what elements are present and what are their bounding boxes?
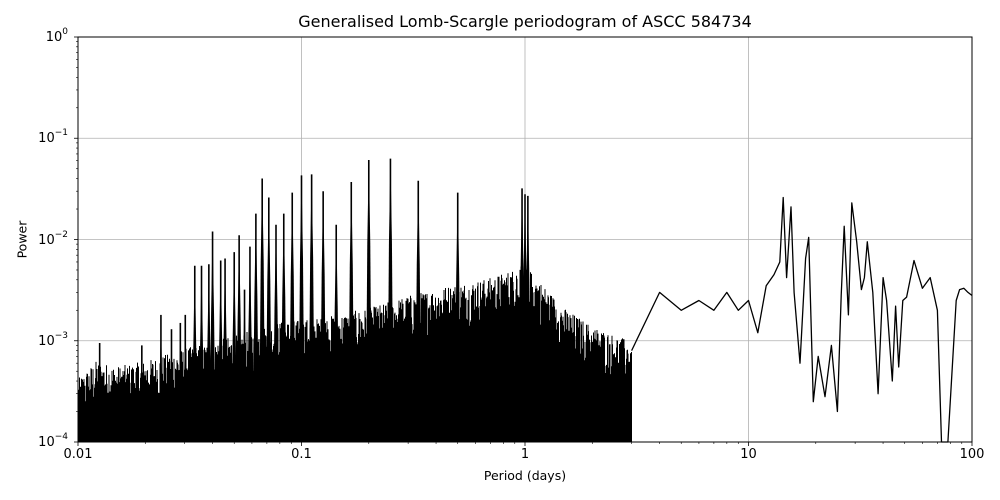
x-axis-label: Period (days)	[483, 468, 567, 483]
axes-frame	[77, 36, 973, 443]
x-tick-label: 0.01	[63, 447, 93, 462]
x-tick-label: 0.1	[291, 447, 312, 462]
x-tick-label: 10	[740, 447, 757, 462]
y-axis-label: Power	[14, 220, 30, 259]
x-tick-label: 100	[959, 447, 985, 462]
y-tick-label: 10−3	[38, 330, 68, 350]
x-tick-label: 1	[520, 447, 530, 462]
y-tick-label: 10−1	[38, 127, 68, 147]
y-tick-label: 10−2	[38, 229, 68, 249]
periodogram-series	[77, 158, 973, 443]
chart-title: Generalised Lomb-Scargle periodogram of …	[298, 12, 752, 31]
y-tick-label: 100	[45, 26, 68, 46]
y-tick-label: 10−4	[38, 431, 68, 451]
